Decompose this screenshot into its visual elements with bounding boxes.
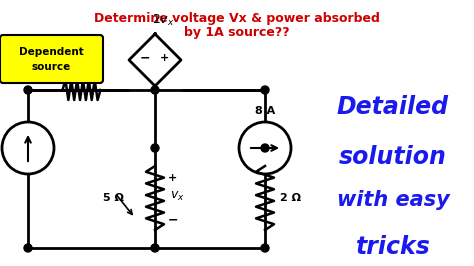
Text: by 1A source??: by 1A source??: [184, 26, 290, 39]
Text: 8 A: 8 A: [255, 106, 275, 116]
Text: 2 Ω: 2 Ω: [280, 193, 301, 203]
Circle shape: [151, 86, 159, 94]
Text: $2v_x$: $2v_x$: [152, 13, 174, 28]
Circle shape: [261, 244, 269, 252]
Text: +: +: [160, 53, 170, 63]
Circle shape: [24, 244, 32, 252]
Text: tricks: tricks: [356, 235, 430, 259]
Text: Determine voltage Vx & power absorbed: Determine voltage Vx & power absorbed: [94, 12, 380, 25]
Text: $v_x$: $v_x$: [170, 189, 185, 202]
FancyBboxPatch shape: [0, 35, 103, 83]
Text: 5 Ω: 5 Ω: [103, 193, 124, 203]
Circle shape: [261, 86, 269, 94]
Circle shape: [151, 144, 159, 152]
Circle shape: [24, 86, 32, 94]
Text: Dependent: Dependent: [18, 47, 83, 57]
Circle shape: [151, 244, 159, 252]
Text: solution: solution: [339, 145, 447, 169]
Text: with easy: with easy: [337, 190, 449, 210]
Circle shape: [261, 144, 269, 152]
Text: source: source: [31, 62, 71, 72]
Text: −: −: [140, 52, 150, 64]
Text: +: +: [168, 173, 177, 183]
Text: −: −: [168, 214, 179, 227]
Text: 8 Ω: 8 Ω: [69, 62, 90, 72]
Text: Detailed: Detailed: [337, 95, 449, 119]
